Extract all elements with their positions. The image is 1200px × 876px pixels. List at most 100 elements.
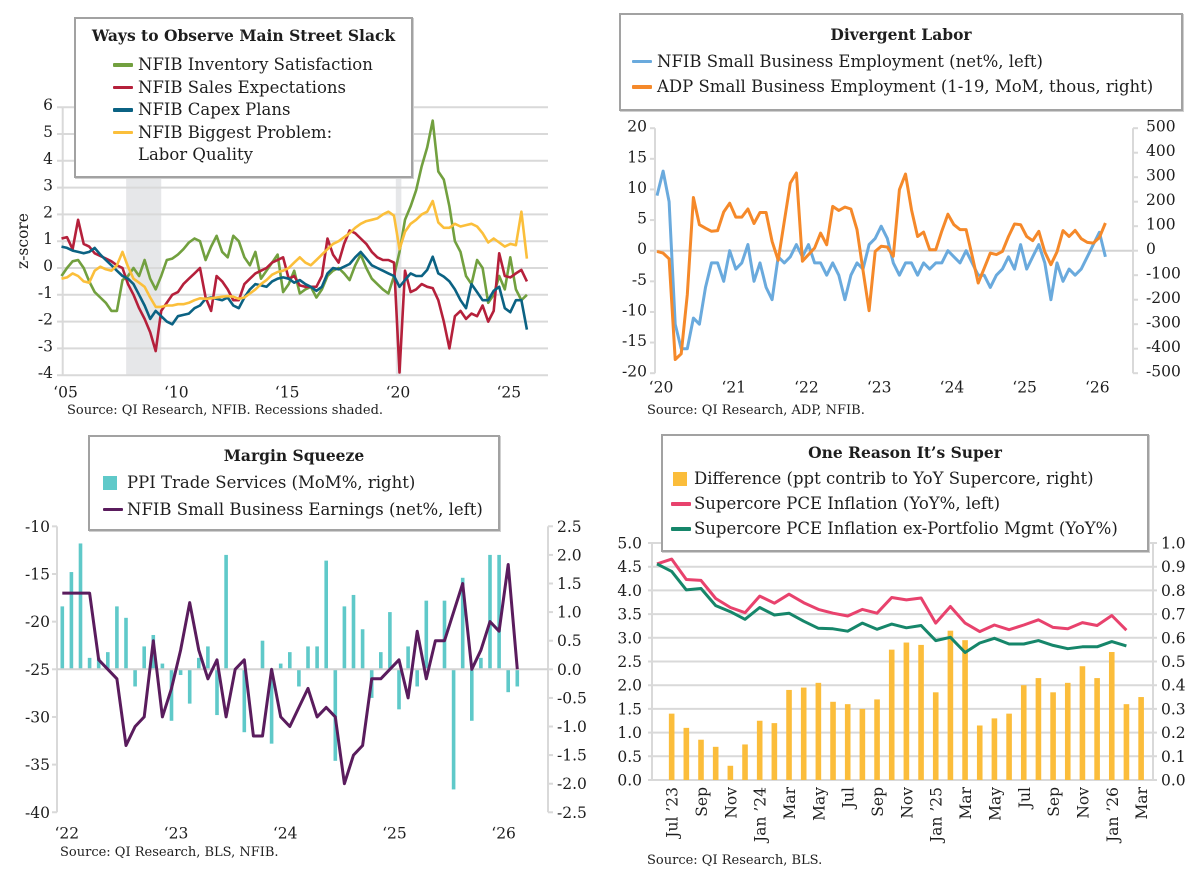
bar bbox=[178, 669, 183, 676]
bar bbox=[918, 644, 924, 780]
bar bbox=[1035, 678, 1042, 780]
right-y-tick-label: 400 bbox=[1146, 142, 1176, 160]
left-y-tick-label: -20 bbox=[25, 613, 50, 631]
x-tick-label: May bbox=[986, 787, 1004, 821]
legend-label: NFIB Biggest Problem: Labor Quality bbox=[138, 122, 333, 164]
left-y-tick-label: 2.0 bbox=[617, 677, 642, 695]
x-tick-label: ‘24 bbox=[940, 379, 965, 397]
series-line-nfib-small-business-employment-net-left bbox=[655, 169, 1107, 351]
bar bbox=[451, 669, 456, 790]
x-tick-label: ‘22 bbox=[794, 379, 819, 397]
x-tick-label: Jul bbox=[1016, 787, 1034, 810]
bar bbox=[60, 606, 65, 670]
bar bbox=[712, 746, 719, 780]
bar bbox=[124, 617, 128, 670]
series-line-supercore-pce-inflation-yoy-left bbox=[656, 557, 1128, 634]
source-note: Source: QI Research, NFIB. Recessions sh… bbox=[67, 403, 384, 418]
left-y-tick-label: 0.5 bbox=[617, 748, 642, 766]
x-tick-label: ‘20 bbox=[649, 379, 674, 397]
y-axis-title: z-score bbox=[14, 213, 32, 269]
legend-label: NFIB Inventory Satisfaction bbox=[138, 55, 373, 74]
bar bbox=[903, 642, 910, 780]
legend-one-reason-its-super: One Reason It’s Super Difference (ppt co… bbox=[661, 434, 1149, 552]
right-y-tick-label: 1.5 bbox=[557, 575, 582, 593]
legend-label: ADP Small Business Employment (1-19, MoM… bbox=[657, 77, 1154, 96]
bar bbox=[315, 646, 319, 670]
y-tick-label: 4 bbox=[43, 150, 53, 168]
bar bbox=[415, 669, 419, 687]
x-tick-label: ‘15 bbox=[275, 384, 300, 402]
left-y-tick-label: -15 bbox=[25, 566, 50, 584]
right-y-tick-label: 0.1 bbox=[1161, 748, 1186, 766]
chart-title: Margin Squeeze bbox=[223, 446, 365, 465]
right-y-tick-label: 0.0 bbox=[557, 661, 582, 679]
bar bbox=[515, 669, 520, 687]
y-tick-label: -1 bbox=[38, 284, 53, 302]
x-tick-label: Jul bbox=[840, 787, 858, 810]
bar bbox=[424, 600, 429, 670]
series-line-nfib-inventory-satisfaction bbox=[60, 119, 528, 313]
legend-line-swatch-icon bbox=[113, 130, 133, 135]
x-tick-label: ‘10 bbox=[164, 384, 189, 402]
bar bbox=[962, 640, 968, 780]
right-y-tick-label: 1.0 bbox=[557, 604, 582, 622]
legend-line-swatch-icon bbox=[671, 502, 691, 506]
series-line-nfib-small-business-earnings-net-left bbox=[62, 563, 519, 786]
source-note: Source: QI Research, ADP, NFIB. bbox=[647, 403, 865, 418]
bar bbox=[442, 600, 447, 670]
bar bbox=[242, 669, 247, 733]
series-line-supercore-pce-inflation-ex-portfolio-mgmt-yoy bbox=[656, 562, 1127, 654]
chart-margin-squeeze: -10 -15 -20 -25 -30 -35 -40 2.5 2.0 1.5 1.0 0.5 0.0 -… bbox=[25, 518, 587, 843]
x-tick-label: ‘26 bbox=[1085, 379, 1110, 397]
bar bbox=[78, 543, 83, 670]
right-y-tick-label: 500 bbox=[1146, 118, 1176, 136]
legend-label: Difference (ppt contrib to YoY Supercore… bbox=[694, 469, 1094, 488]
right-y-tick-label: 200 bbox=[1146, 191, 1176, 209]
bar bbox=[800, 687, 807, 780]
bar bbox=[260, 640, 265, 670]
legend-label: NFIB Capex Plans bbox=[138, 100, 291, 119]
bar bbox=[991, 718, 998, 780]
source-note: Source: QI Research, BLS, NFIB. bbox=[60, 845, 279, 860]
x-tick-label: ‘20 bbox=[386, 384, 411, 402]
bar bbox=[1079, 666, 1086, 780]
bar bbox=[470, 669, 474, 721]
bar bbox=[668, 713, 675, 780]
x-tick-label: Mar bbox=[781, 786, 799, 819]
series-line-nfib-sales-expectations bbox=[61, 218, 529, 374]
bar bbox=[742, 744, 748, 780]
bar bbox=[397, 669, 401, 710]
right-y-tick-label: 0.5 bbox=[1161, 653, 1186, 671]
left-y-tick-label: 3.5 bbox=[617, 606, 642, 624]
series-line-adp-small-business-employment-1-19-mom-thous-right bbox=[656, 171, 1107, 361]
bar bbox=[488, 554, 492, 670]
bar bbox=[786, 689, 792, 780]
right-y-tick-label: -200 bbox=[1146, 289, 1181, 307]
x-tick-label: ‘23 bbox=[164, 825, 189, 843]
right-y-tick-label: 0.6 bbox=[1161, 629, 1186, 647]
y-tick-label: 1 bbox=[43, 230, 53, 248]
x-tick-label: May bbox=[810, 787, 828, 821]
left-y-tick-label: 5.0 bbox=[617, 535, 642, 553]
right-y-tick-label: 1.0 bbox=[1161, 535, 1186, 553]
left-y-tick-label: 20 bbox=[627, 118, 647, 136]
bar bbox=[479, 657, 483, 670]
bar bbox=[351, 594, 356, 670]
left-y-tick-label: -10 bbox=[622, 301, 647, 319]
bar bbox=[69, 572, 74, 670]
bar bbox=[698, 739, 704, 780]
y-tick-label: -2 bbox=[38, 311, 53, 329]
left-y-tick-label: 0 bbox=[637, 240, 647, 258]
y-tick-label: 6 bbox=[43, 96, 53, 114]
left-y-tick-label: -15 bbox=[622, 332, 647, 350]
chart-one-reason-its-super: 5.0 4.5 4.0 3.5 3.0 2.5 2.0 1.5 1.0 0.5 0.0 1.0 0.9 0… bbox=[617, 535, 1185, 845]
chart-title: One Reason It’s Super bbox=[808, 443, 1002, 462]
bar bbox=[406, 646, 410, 670]
bar bbox=[379, 652, 383, 670]
bar bbox=[288, 652, 292, 670]
bar bbox=[1064, 682, 1071, 780]
bar bbox=[306, 646, 310, 670]
legend-label: Supercore PCE Inflation (YoY%, left) bbox=[694, 494, 1001, 513]
series-line-nfib-biggest-problem-labor-quality bbox=[61, 199, 529, 309]
bar bbox=[278, 663, 283, 670]
